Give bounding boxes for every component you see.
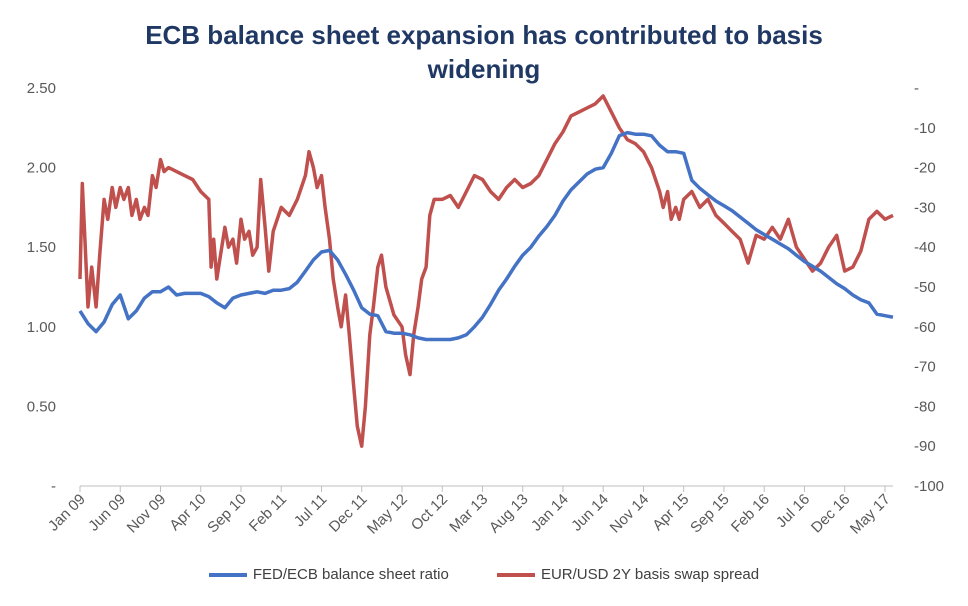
- x-tick-label: Nov 14: [607, 491, 653, 537]
- legend-swatch-blue: [208, 572, 247, 577]
- right-y-tick-label: -: [914, 80, 919, 97]
- chart-title-line-2: widening: [427, 54, 541, 84]
- chart-axes: [79, 485, 893, 492]
- x-tick-label: Jan 14: [528, 491, 572, 535]
- series-lines: [78, 94, 894, 448]
- right-y-tick-label: -60: [914, 319, 936, 336]
- left-y-tick-label: 2.00: [27, 160, 56, 177]
- legend-label: FED/ECB balance sheet ratio: [252, 565, 449, 583]
- balance-sheet-ratio-line: [78, 130, 894, 342]
- left-y-tick-label: 1.00: [27, 319, 56, 336]
- legend-item-basis-swap-spread: EUR/USD 2Y basis swap spread: [496, 565, 760, 583]
- left-y-tick-label: -: [51, 478, 56, 495]
- left-y-tick-label: 0.50: [27, 398, 56, 415]
- x-tick-label: May 17: [847, 491, 894, 538]
- x-tick-label: Dec 11: [326, 491, 371, 536]
- left-y-tick-label: 1.50: [27, 239, 56, 256]
- right-y-tick-labels: - -10 -20 -30 -40 -50 -60 -70 -80 -90 -100: [914, 80, 944, 495]
- x-tick-label: Dec 16: [808, 491, 854, 537]
- x-tick-label: Nov 09: [124, 491, 170, 537]
- right-y-tick-label: -50: [914, 279, 936, 296]
- right-y-tick-label: -10: [914, 120, 936, 137]
- x-tick-label: Sep 10: [204, 491, 250, 537]
- right-y-tick-label: -30: [914, 199, 936, 216]
- x-tick-label: Jun 14: [568, 491, 612, 535]
- legend-item-fed-ecb-ratio: FED/ECB balance sheet ratio: [208, 565, 449, 583]
- legend-swatch-red: [496, 572, 535, 577]
- x-tick-label: Feb 16: [728, 491, 773, 536]
- x-tick-label: Apr 15: [649, 491, 692, 534]
- right-y-tick-label: -100: [914, 478, 944, 495]
- x-tick-label: May 12: [364, 491, 411, 538]
- x-tick-label: Apr 10: [166, 491, 209, 534]
- x-tick-label: Jun 09: [85, 491, 129, 535]
- right-y-tick-label: -40: [914, 239, 936, 256]
- right-y-tick-label: -90: [914, 438, 936, 455]
- chart-legend: FED/ECB balance sheet ratio EUR/USD 2Y b…: [0, 565, 968, 583]
- x-tick-label: Jul 11: [291, 491, 331, 531]
- basis-swap-spread-line: [78, 94, 894, 448]
- right-y-tick-label: -80: [914, 398, 936, 415]
- right-y-tick-label: -20: [914, 160, 936, 177]
- left-y-tick-label: 2.50: [27, 80, 56, 97]
- x-tick-label: Aug 13: [486, 491, 532, 537]
- x-tick-label: Feb 11: [246, 491, 290, 535]
- chart-title-line-1: ECB balance sheet expansion has contribu…: [145, 20, 823, 50]
- x-tick-label: Sep 15: [687, 491, 733, 537]
- line-chart: - 0.50 1.00 1.50 2.00 2.50 - -10 -20 -30 -40 -50 -6…: [27, 80, 944, 538]
- chart-title: ECB balance sheet expansion has contribu…: [0, 18, 968, 86]
- right-y-tick-label: -70: [914, 359, 936, 376]
- x-tick-label: Jan 09: [45, 491, 89, 535]
- x-tick-label: Mar 13: [446, 491, 491, 536]
- left-y-tick-labels: - 0.50 1.00 1.50 2.00 2.50: [27, 80, 56, 495]
- x-tick-label: Oct 12: [408, 491, 451, 534]
- legend-label: EUR/USD 2Y basis swap spread: [540, 565, 760, 583]
